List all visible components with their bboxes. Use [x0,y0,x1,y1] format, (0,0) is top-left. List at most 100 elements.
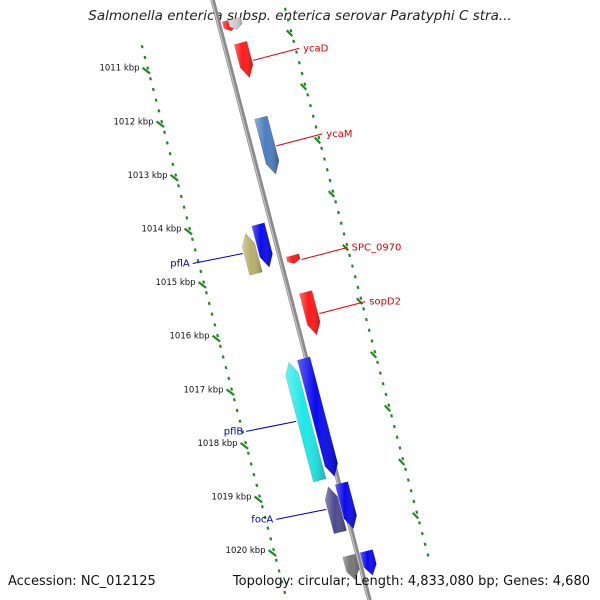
ruler-dots-inner-left [202,280,206,284]
genome-summary: Topology: circular; Length: 4,833,080 bp… [232,574,590,589]
ruler-dots-inner-left [143,55,147,60]
major-tick [183,227,193,236]
gene-label-leader [301,247,348,261]
ruler-dots-right [309,103,312,108]
ruler-dots-inner-left [168,151,172,156]
ruler-dots-right [406,478,410,482]
ruler-dots-inner-left [157,109,161,113]
ruler-dots-inner-left [283,590,287,595]
ruler-dots-right [395,435,399,439]
gene-layer[interactable] [221,16,377,581]
ruler-dots-right [420,531,424,536]
ruler-dots-inner-left [272,547,275,552]
ruler-dots-inner-left [266,526,270,530]
ruler-dots-inner-left [163,130,166,135]
ruler-dots-right [362,307,366,311]
ruler-dots-inner-left [218,344,222,349]
gene-arrow-shading [325,486,347,534]
ruler-tick-label: 1014 kbp [142,225,182,235]
ruler-dots-right [370,339,374,343]
ruler-dots-right [398,446,402,450]
major-tick-right [411,511,420,520]
major-tick-right [327,190,336,198]
ruler-dots-right [401,456,405,461]
major-tick-right [313,136,322,145]
gene-arrow-shading [251,222,273,268]
ruler-dots-inner-left [255,483,259,488]
ruler-dots-inner-left [151,87,155,92]
gene-label-leader [319,301,366,315]
gene-arrow-shading [227,17,243,30]
ruler: 1011 kbp 1012 kbp 1013 kbp 1014 kbp 1015 kbp… [99,7,430,595]
ruler-dots-inner-left [280,579,284,584]
major-tick [253,495,263,504]
major-tick-right [397,458,406,466]
ruler-dots-inner-left [191,237,194,242]
ruler-tick-label: 1017 kbp [184,385,224,395]
ruler-dots-inner-left [146,66,150,70]
gene-arrow-shading [286,253,301,264]
ruler-dots-right [311,114,315,118]
ruler-dots-right [418,521,421,525]
ruler-dots-inner-left [193,248,197,252]
ruler-dots-inner-left [258,494,261,498]
ruler-dots-right [283,7,287,11]
ruler-dots-inner-left [224,365,228,370]
ruler-dots-right [345,242,349,247]
ruler-dots-right [336,210,340,215]
ruler-dots-inner-left [216,333,220,338]
gene-arrow-shading [254,116,279,174]
gene-label-sopd2[interactable]: sopD2 [369,297,401,308]
ruler-dots-right [364,317,368,322]
ruler-dots-right [409,489,413,493]
gene-label-foca[interactable]: focA [251,514,273,525]
ruler-dots-right [334,200,338,204]
ruler-tick-label: 1015 kbp [156,278,196,288]
gene-arrow-shading [285,362,326,482]
ruler-dots-right [353,275,357,279]
ruler-dots-inner-left [165,141,169,145]
gene-label-pfla[interactable]: pflA [170,259,190,270]
ruler-dots-inner-left [249,462,253,466]
ruler-dots-right [314,125,318,129]
gene-label-ycad[interactable]: ycaD [303,43,329,54]
ruler-dots-right [423,542,427,546]
ruler-dots-inner-left [204,291,208,295]
ruler-tick-label: 1016 kbp [170,332,210,342]
ruler-dots-right [320,146,324,151]
ruler-dots-inner-left [210,312,214,316]
gene-label-spc_0970[interactable]: SPC_0970 [352,243,402,254]
gene-label-pflb[interactable]: pflB [224,426,244,437]
major-tick-right [299,83,308,91]
ruler-dots-right [381,382,385,386]
ruler-dots-right [359,296,363,300]
ruler-tick-label: 1018 kbp [198,439,238,449]
ruler-dots-right [373,349,377,354]
ruler-dots-inner-left [182,205,186,209]
major-tick [267,549,277,557]
gene-arrow-shading [360,549,377,576]
ruler-dots-inner-left [232,398,236,402]
ruler-tick-label: 1013 kbp [128,171,168,181]
ruler-dots-right [367,328,371,332]
ruler-dots-inner-left [263,515,267,520]
gene-label-ycam[interactable]: ycaM [326,129,352,140]
ruler-dots-right [300,71,304,76]
ruler-dots-inner-left [154,98,158,102]
ruler-dots-right [306,93,310,97]
ruler-dots-right [289,28,293,33]
major-tick-right [383,404,392,413]
ruler-dots-inner-left [199,269,203,274]
ruler-dots-inner-left [171,162,175,167]
ruler-dots-inner-left [185,216,189,220]
ruler-dots-right [384,392,388,397]
ruler-dots-inner-left [177,184,180,188]
ruler-tick-label: 1020 kbp [226,546,266,556]
gene-arrow-shading [299,290,321,335]
major-tick [211,334,221,343]
ruler-dots-right [415,510,419,514]
ruler-dots-right [426,553,430,557]
gene-labels: ycaD ycaM SPC_0970 sopD2 pflA pflB focA [170,43,401,525]
ruler-dots-inner-left [252,472,256,477]
